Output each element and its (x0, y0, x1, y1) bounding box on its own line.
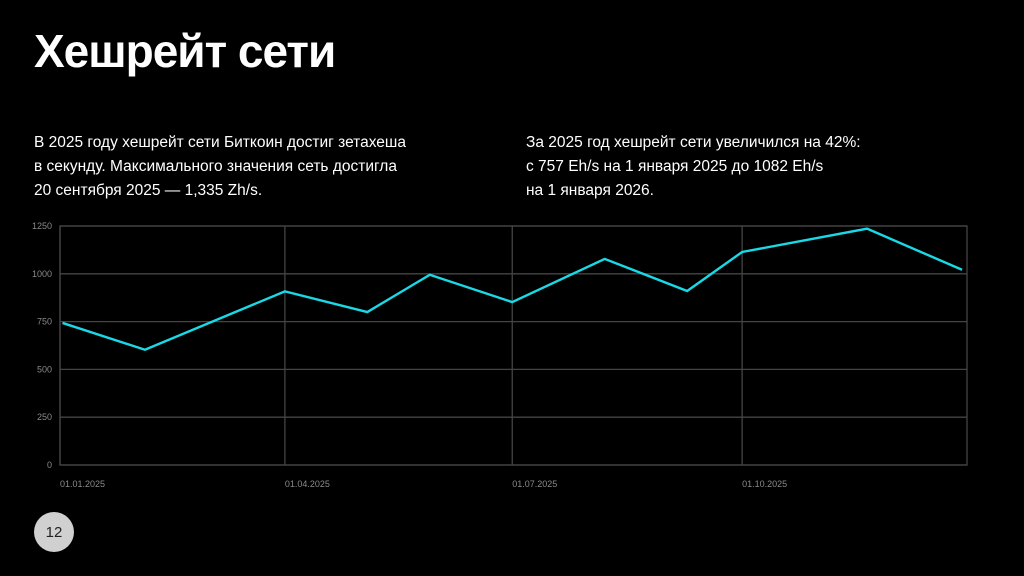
y-tick-label: 250 (37, 412, 52, 422)
y-tick-label: 500 (37, 364, 52, 374)
x-tick-label: 01.01.2025 (60, 479, 105, 489)
text-line: В 2025 году хешрейт сети Биткоин достиг … (34, 134, 406, 151)
text-line: 20 сентября 2025 — 1,335 Zh/s. (34, 182, 263, 199)
page-number-badge: 12 (34, 512, 74, 552)
plot-frame (59, 225, 968, 466)
y-tick-label: 1250 (32, 221, 52, 231)
text-line: За 2025 год хешрейт сети увеличился на 4… (526, 134, 861, 151)
left-description: В 2025 году хешрейт сети Биткоин достиг … (34, 131, 484, 203)
y-tick-label: 750 (37, 317, 52, 327)
right-description: За 2025 год хешрейт сети увеличился на 4… (526, 131, 976, 203)
y-tick-label: 1000 (32, 269, 52, 279)
x-tick-label: 01.07.2025 (512, 479, 557, 489)
x-tick-label: 01.04.2025 (285, 479, 330, 489)
text-line: с 757 Eh/s на 1 января 2025 до 1082 Eh/s (526, 158, 824, 175)
page-title: Хешрейт сети (34, 25, 336, 77)
text-line: в секунду. Максимального значения сеть д… (34, 158, 397, 175)
text-line: на 1 января 2026. (526, 182, 654, 199)
y-tick-label: 0 (47, 460, 52, 470)
x-tick-label: 01.10.2025 (742, 479, 787, 489)
